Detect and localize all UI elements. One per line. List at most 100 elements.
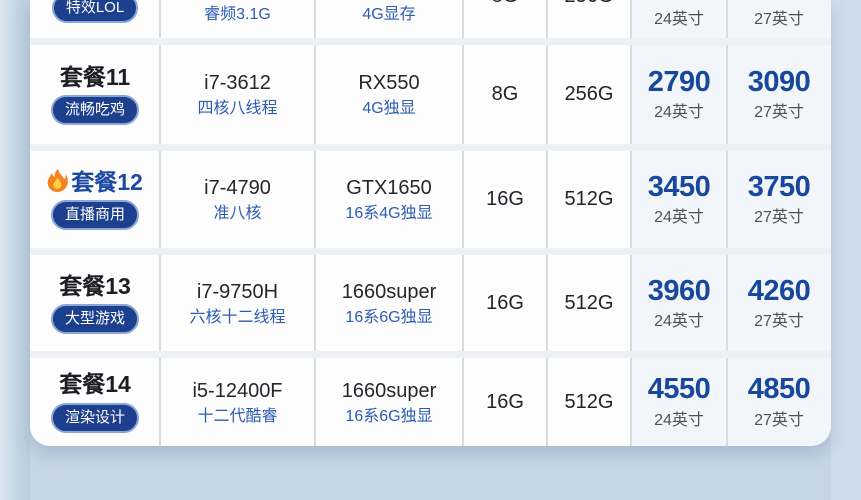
gpu-subtext: 16系6G独显 (345, 407, 433, 425)
monitor-size-label: 24英寸 (654, 313, 704, 331)
package-badge: 渲染设计 (50, 402, 139, 433)
gpu-model: RX550 (358, 71, 420, 94)
gpu-model: 1660super (341, 379, 437, 402)
package-badge: 直播商用 (50, 200, 139, 231)
price24-cell: 24英寸 (631, 0, 727, 38)
price-24inch: 2790 (647, 65, 711, 98)
price27-column-tint (727, 0, 831, 446)
gpu-model: GTX1650 (346, 176, 432, 199)
column-divider (462, 0, 464, 446)
package-title-text: 套餐12 (71, 168, 143, 195)
storage-cell: 256G (547, 45, 631, 144)
ram-value: 16G (486, 291, 524, 314)
row-separator (30, 143, 831, 151)
monitor-size-label: 27英寸 (754, 411, 804, 429)
price24-cell: 4550 24英寸 (631, 358, 727, 446)
cpu-model: i7-9750H (196, 280, 279, 303)
row-separator (30, 248, 831, 256)
package-cell: 套餐12 直播商用 (30, 151, 160, 249)
storage-cell: 256G (547, 0, 631, 38)
table-row: 套餐11 流畅吃鸡 i7-3612 四核八线程 RX550 4G独显 8G 25… (30, 45, 831, 144)
gpu-subtext: 16系6G独显 (345, 308, 433, 326)
cpu-subtext: 六核十二线程 (189, 308, 286, 326)
storage-value: 512G (564, 291, 614, 314)
price27-cell: 3090 27英寸 (727, 45, 831, 144)
table-row: 套餐13 大型游戏 i7-9750H 六核十二线程 1660super 16系6… (30, 255, 831, 351)
gpu-cell: 1660super 16系6G独显 (315, 255, 463, 351)
price-27inch: 3750 (747, 170, 811, 203)
column-divider (546, 0, 548, 446)
cpu-model: i5-12400F (192, 379, 283, 402)
package-title: 套餐14 (59, 371, 131, 398)
package-badge: 流畅吃鸡 (50, 95, 139, 126)
package-badge: 大型游戏 (50, 304, 139, 335)
monitor-size-label: 27英寸 (754, 104, 804, 122)
row-separator (30, 37, 831, 45)
price24-cell: 3960 24英寸 (631, 255, 727, 351)
storage-cell: 512G (547, 255, 631, 351)
ram-cell: 8G (463, 0, 547, 38)
package-cell: 特效LOL (30, 0, 160, 38)
package-title: 套餐13 (59, 272, 131, 299)
ram-value: 8G (491, 82, 519, 105)
price-24inch: 4550 (647, 373, 711, 406)
ram-value: 16G (486, 390, 524, 413)
monitor-size-label: 27英寸 (754, 313, 804, 331)
cpu-model: i7-3612 (204, 71, 271, 94)
price-24inch: 3450 (647, 170, 711, 203)
ram-value: 16G (486, 188, 524, 211)
price-27inch: 3090 (747, 65, 811, 98)
cpu-cell: 睿频3.1G (160, 0, 315, 38)
ram-value: 8G (492, 0, 519, 6)
cpu-subtext: 十二代酷睿 (197, 407, 278, 425)
storage-cell: 512G (547, 151, 631, 249)
cpu-subtext: 睿频3.1G (204, 6, 271, 23)
gpu-subtext: 4G显存 (362, 6, 416, 23)
package-cell: 套餐11 流畅吃鸡 (30, 45, 160, 144)
storage-cell: 512G (547, 358, 631, 446)
gpu-cell: 4G显存 (315, 0, 463, 38)
left-background-strip (0, 0, 30, 500)
price24-cell: 2790 24英寸 (631, 45, 727, 144)
storage-value: 512G (564, 188, 614, 211)
table-row: 套餐14 渲染设计 i5-12400F 十二代酷睿 1660super 16系6… (30, 358, 831, 446)
cpu-subtext: 四核八线程 (197, 99, 278, 117)
ram-cell: 16G (463, 255, 547, 351)
storage-value: 256G (564, 82, 614, 105)
price-27inch: 4850 (747, 373, 811, 406)
cpu-model: i7-4790 (204, 176, 271, 199)
monitor-size-label: 24英寸 (654, 11, 704, 28)
cpu-subtext: 准八核 (213, 204, 262, 222)
right-background-strip (831, 0, 861, 500)
ram-cell: 16G (463, 151, 547, 249)
row-separator (30, 351, 831, 359)
monitor-size-label: 24英寸 (654, 411, 704, 429)
column-divider (630, 0, 632, 446)
package-cell: 套餐14 渲染设计 (30, 358, 160, 446)
cpu-cell: i7-9750H 六核十二线程 (160, 255, 315, 351)
monitor-size-label: 27英寸 (754, 209, 804, 227)
column-divider (314, 0, 316, 446)
price24-cell: 3450 24英寸 (631, 151, 727, 249)
gpu-cell: RX550 4G独显 (315, 45, 463, 144)
package-title: 套餐11 (59, 63, 131, 90)
column-divider (159, 0, 161, 446)
monitor-size-label: 24英寸 (654, 209, 704, 227)
gpu-cell: 1660super 16系6G独显 (315, 358, 463, 446)
price-table: 特效LOL 睿频3.1G 4G显存 8G 256G 24英寸 2 (30, 0, 831, 446)
ram-cell: 8G (463, 45, 547, 144)
ram-cell: 16G (463, 358, 547, 446)
monitor-size-label: 27英寸 (754, 11, 804, 28)
price-24inch: 3960 (647, 274, 711, 307)
column-divider (726, 0, 728, 446)
cpu-cell: i7-4790 准八核 (160, 151, 315, 249)
flame-icon (47, 168, 69, 193)
package-cell: 套餐13 大型游戏 (30, 255, 160, 351)
price24-column-tint (631, 0, 727, 446)
cpu-cell: i7-3612 四核八线程 (160, 45, 315, 144)
table-row: 套餐12 直播商用 i7-4790 准八核 GTX1650 16系4G独显 16… (30, 151, 831, 249)
price27-cell: 3750 27英寸 (727, 151, 831, 249)
package-badge: 特效LOL (51, 0, 139, 23)
price-27inch: 4260 (747, 274, 811, 307)
